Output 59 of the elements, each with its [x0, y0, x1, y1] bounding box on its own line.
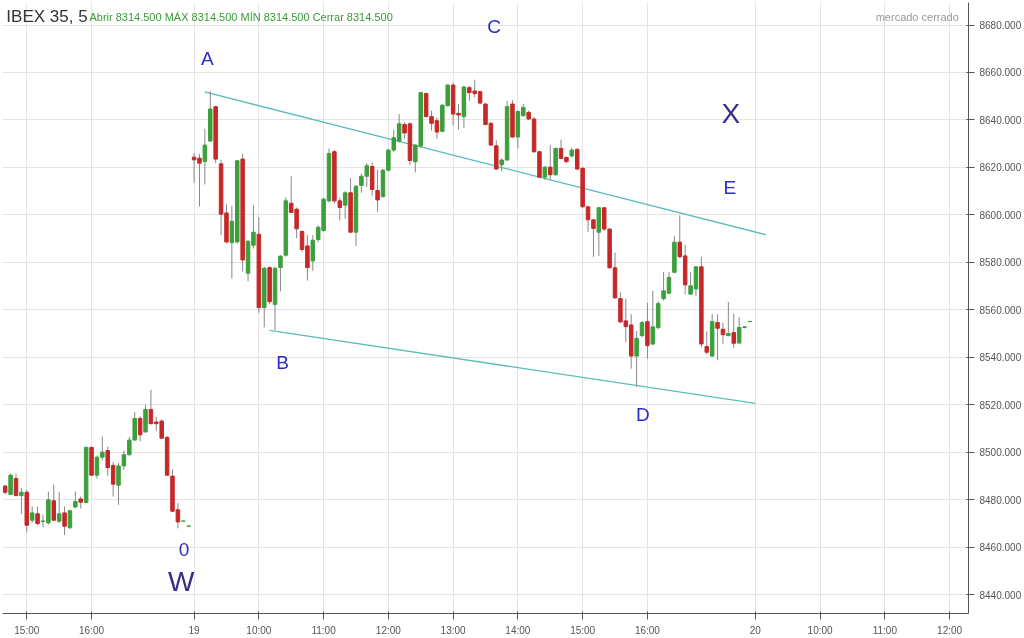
x-tick-label: 12:00 [375, 624, 402, 636]
annotation: W [168, 566, 195, 598]
candlestick [704, 330, 710, 355]
candlestick [369, 161, 375, 197]
x-tick-label: 10:00 [807, 624, 834, 636]
candlestick [375, 169, 380, 213]
candlestick [715, 313, 720, 361]
candlestick [342, 190, 348, 220]
candlestick [202, 128, 208, 185]
candlestick [62, 505, 67, 536]
y-tick-label: 8620.000 [979, 162, 1022, 174]
annotation: A [200, 48, 214, 70]
candlestick [19, 487, 24, 515]
annotation: Abrir 8314.500 MÁX 8314.500 MÍN 8314.500 Cerrar 8314.500 [89, 11, 393, 24]
y-tick-label: 8500.000 [979, 447, 1022, 459]
chart-title: IBEX 35, 5 [6, 7, 88, 27]
candlestick [56, 491, 62, 524]
candlestick [310, 234, 316, 272]
y-tick-label: 8540.000 [979, 352, 1022, 364]
candlestick [8, 473, 13, 496]
candlestick [51, 483, 57, 522]
candlestick [726, 301, 731, 337]
candlestick [137, 415, 143, 442]
x-tick-label: 15:00 [570, 624, 596, 636]
candlestick [731, 313, 736, 349]
annotation: E [723, 176, 737, 198]
y-tick-label: 8660.000 [979, 67, 1022, 79]
candlestick [548, 144, 553, 181]
y-tick-label: 8560.000 [979, 304, 1022, 316]
annotation: C [487, 16, 502, 38]
y-tick-label: 8600.000 [979, 209, 1022, 221]
annotation: mercado cerrado [875, 11, 959, 24]
y-tick-label: 8520.000 [979, 399, 1022, 411]
annotation: D [636, 403, 650, 425]
candlestick [143, 404, 148, 433]
x-tick-label: 14:00 [505, 624, 531, 636]
x-tick-label: 19 [188, 624, 201, 636]
annotation: X [721, 97, 741, 129]
x-tick-label: 15:00 [14, 624, 40, 636]
y-tick-label: 8440.000 [979, 589, 1022, 601]
x-tick-label: 11:00 [311, 624, 337, 636]
x-tick-label: 16:00 [634, 624, 661, 636]
y-tick-label: 8580.000 [979, 257, 1022, 269]
x-tick-label: 12:00 [937, 624, 963, 636]
x-tick-label: 20 [749, 624, 762, 636]
x-tick-label: 16:00 [79, 624, 105, 636]
annotation: B [276, 352, 289, 374]
candlestick [278, 254, 283, 292]
candlestick [634, 330, 639, 388]
x-tick-label: 10:00 [246, 624, 272, 636]
x-tick-label: 11:00 [872, 624, 898, 636]
annotation: 0 [178, 538, 190, 560]
candlestick [35, 505, 40, 526]
y-tick-label: 8480.000 [979, 494, 1022, 506]
y-tick-label: 8460.000 [979, 542, 1022, 554]
y-tick-label: 8680.000 [979, 20, 1022, 32]
y-tick-label: 8640.000 [979, 114, 1022, 126]
x-tick-label: 13:00 [440, 624, 467, 636]
candlestick [645, 302, 650, 360]
